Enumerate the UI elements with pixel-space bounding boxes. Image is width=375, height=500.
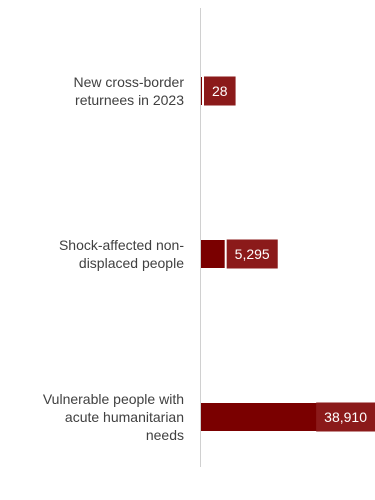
category-label-line: New cross-border — [74, 74, 185, 90]
category-label: New cross-border returnees in 2023 — [74, 74, 185, 108]
category-label-line: returnees in 2023 — [75, 92, 184, 108]
data-label: 38,910 — [324, 409, 367, 425]
bars-layer: New cross-border returnees in 2023 28 Shock… — [43, 74, 375, 443]
bar — [201, 77, 202, 105]
data-label-box — [316, 402, 375, 432]
category-label: Vulnerable people with acute humanitarian… — [43, 391, 184, 443]
data-label-box — [226, 239, 278, 269]
data-label: 28 — [212, 83, 228, 99]
category-label: Shock-affected non-displaced people — [59, 237, 184, 271]
category-label-line: displaced people — [79, 255, 184, 271]
category-label-line: Vulnerable people with — [43, 391, 184, 407]
category-label-line: Shock-affected non- — [59, 237, 184, 253]
data-label: 5,295 — [235, 246, 270, 262]
bar — [201, 240, 225, 268]
category-label-line: acute humanitarian — [65, 409, 184, 425]
data-label-box — [204, 76, 236, 106]
category-label-line: needs — [146, 427, 184, 443]
